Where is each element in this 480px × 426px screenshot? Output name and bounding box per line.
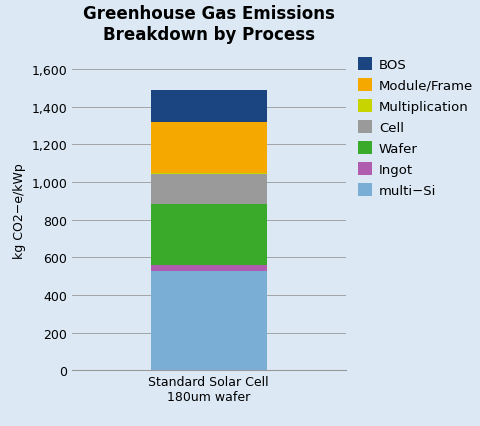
- Bar: [151, 91, 267, 123]
- Bar: [151, 271, 267, 371]
- Title: Greenhouse Gas Emissions
Breakdown by Process: Greenhouse Gas Emissions Breakdown by Pr…: [83, 5, 335, 44]
- Bar: [151, 175, 267, 204]
- Legend: BOS, Module/Frame, Multiplication, Cell, Wafer, Ingot, multi−Si: BOS, Module/Frame, Multiplication, Cell,…: [358, 58, 473, 198]
- Bar: [151, 204, 267, 266]
- Bar: [151, 123, 267, 173]
- Bar: [151, 266, 267, 271]
- Bar: [151, 173, 267, 175]
- Y-axis label: kg CO2−e/kWp: kg CO2−e/kWp: [12, 163, 26, 259]
